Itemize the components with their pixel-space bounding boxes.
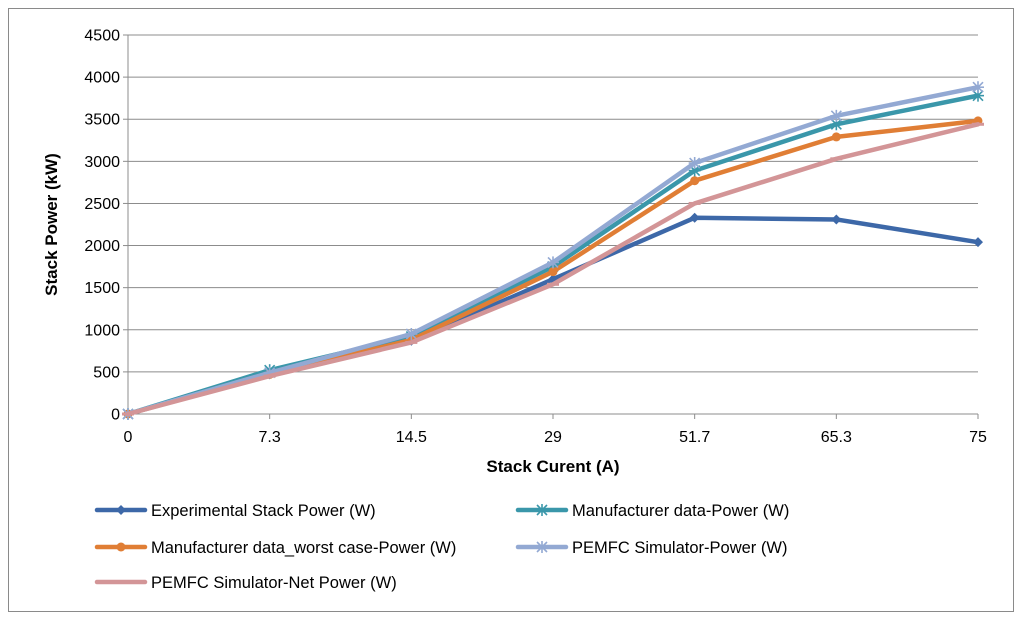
legend-item: PEMFC Simulator-Net Power (W): [94, 574, 397, 592]
axes: [123, 34, 979, 419]
legend-label: Experimental Stack Power (W): [151, 502, 376, 520]
data-point: [831, 132, 841, 142]
data-point: [536, 541, 548, 553]
series-group: [122, 81, 984, 420]
data-point: [973, 237, 983, 248]
x-tick-label: 75: [969, 429, 987, 446]
data-point: [116, 542, 126, 552]
data-point: [536, 504, 548, 516]
data-point: [548, 267, 558, 277]
legend-label: Manufacturer data-Power (W): [572, 502, 789, 520]
x-tick-labels: 0 7.3 14.5 29 51.7 65.3 75: [124, 429, 987, 446]
data-point: [831, 214, 842, 225]
y-tick-labels: 0 500 1000 1500 2000 2500 3000 3500 4000 4500: [84, 28, 120, 424]
data-point: [830, 109, 843, 122]
legend-item: Manufacturer data-Power (W): [515, 502, 789, 520]
y-tick-label: 3000: [84, 154, 120, 171]
x-axis-title: Stack Curent (A): [486, 457, 619, 476]
y-tick-label: 4500: [84, 28, 120, 45]
legend: Experimental Stack Power (W) Manufacturer…: [94, 502, 789, 592]
x-tick-label: 0: [124, 429, 133, 446]
x-tick-label: 29: [544, 429, 562, 446]
y-tick-label: 0: [111, 407, 120, 424]
data-point: [547, 256, 559, 269]
series-4: [122, 81, 984, 420]
y-tick-label: 2500: [84, 196, 120, 213]
y-tick-label: 500: [93, 364, 120, 381]
y-tick-label: 1500: [84, 280, 120, 297]
legend-label: PEMFC Simulator-Net Power (W): [151, 574, 397, 592]
legend-item: PEMFC Simulator-Power (W): [515, 539, 787, 557]
series-1: [123, 212, 983, 419]
data-point: [405, 327, 418, 340]
gridlines: [128, 34, 978, 373]
data-point: [689, 212, 700, 223]
legend-item: Manufacturer data_worst case-Power (W): [94, 539, 456, 557]
data-point: [116, 505, 126, 515]
data-point: [690, 176, 700, 186]
y-tick-label: 2000: [84, 238, 120, 255]
data-point: [688, 157, 701, 170]
y-tick-label: 1000: [84, 322, 120, 339]
series-line: [125, 93, 981, 417]
data-point: [972, 81, 984, 94]
chart-frame: [8, 8, 1014, 612]
x-tick-label: 65.3: [821, 429, 852, 446]
series-line: [125, 215, 981, 417]
x-tick-label: 7.3: [259, 429, 281, 446]
x-tick-label: 14.5: [396, 429, 427, 446]
y-tick-label: 4000: [84, 70, 120, 87]
y-axis-title: Stack Power (kW): [42, 153, 61, 296]
y-tick-label: 3500: [84, 112, 120, 129]
legend-item: Experimental Stack Power (W): [94, 502, 376, 520]
series-5: [122, 122, 984, 417]
legend-label: PEMFC Simulator-Power (W): [572, 539, 787, 557]
series-2: [122, 89, 984, 420]
legend-label: Manufacturer data_worst case-Power (W): [151, 539, 456, 557]
x-tick-label: 51.7: [679, 429, 710, 446]
